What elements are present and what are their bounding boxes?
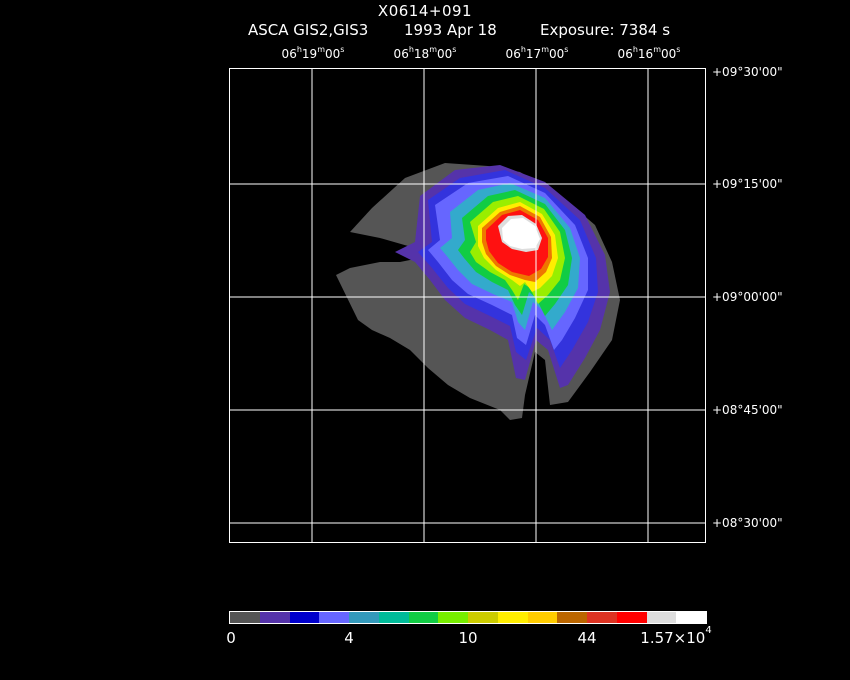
colorbar-swatch: [468, 612, 498, 623]
dec-label-0915: +09°15'00": [712, 177, 783, 191]
colorbar-swatch: [378, 612, 409, 623]
dec-label-0845: +08°45'00": [712, 403, 783, 417]
colorbar-swatch: [676, 612, 706, 623]
ra-label-0619: 06h19m00s: [281, 45, 345, 61]
colorbar-swatch: [557, 612, 587, 623]
colorbar-swatch: [349, 612, 379, 623]
instrument-label: ASCA GIS2,GIS3: [248, 21, 369, 39]
ra-label-0618: 06h18m00s: [393, 45, 457, 61]
colorbar-label-44: 44: [577, 629, 597, 647]
colorbar-swatch: [289, 612, 320, 623]
colorbar-swatch: [259, 612, 290, 623]
image-frame: [229, 68, 706, 543]
coordinate-grid: [229, 69, 706, 543]
colorbar-swatch: [616, 612, 647, 623]
colorbar-swatch: [646, 612, 677, 623]
colorbar-swatch: [230, 612, 260, 623]
source-title: X0614+091: [377, 2, 473, 20]
colorbar-swatch: [497, 612, 528, 623]
colorbar-label-4: 4: [344, 629, 354, 647]
colorbar: [229, 611, 707, 624]
colorbar-label-10: 10: [458, 629, 478, 647]
colorbar-swatch: [527, 612, 558, 623]
ra-label-0616: 06h16m00s: [617, 45, 681, 61]
emission-core: [502, 218, 540, 249]
dec-label-0830: +08°30'00": [712, 516, 783, 530]
colorbar-swatch: [438, 612, 468, 623]
ra-label-0617: 06h17m00s: [505, 45, 569, 61]
colorbar-label-0: 0: [226, 629, 236, 647]
colorbar-swatch: [408, 612, 439, 623]
date-label: 1993 Apr 18: [404, 21, 497, 39]
exposure-label: Exposure: 7384 s: [540, 21, 671, 39]
dec-label-0900: +09°00'00": [712, 290, 783, 304]
dec-label-0930: +09°30'00": [712, 65, 783, 79]
colorbar-swatch: [587, 612, 617, 623]
colorbar-swatch: [319, 612, 349, 623]
colorbar-label-max: 1.57×104: [640, 625, 712, 647]
